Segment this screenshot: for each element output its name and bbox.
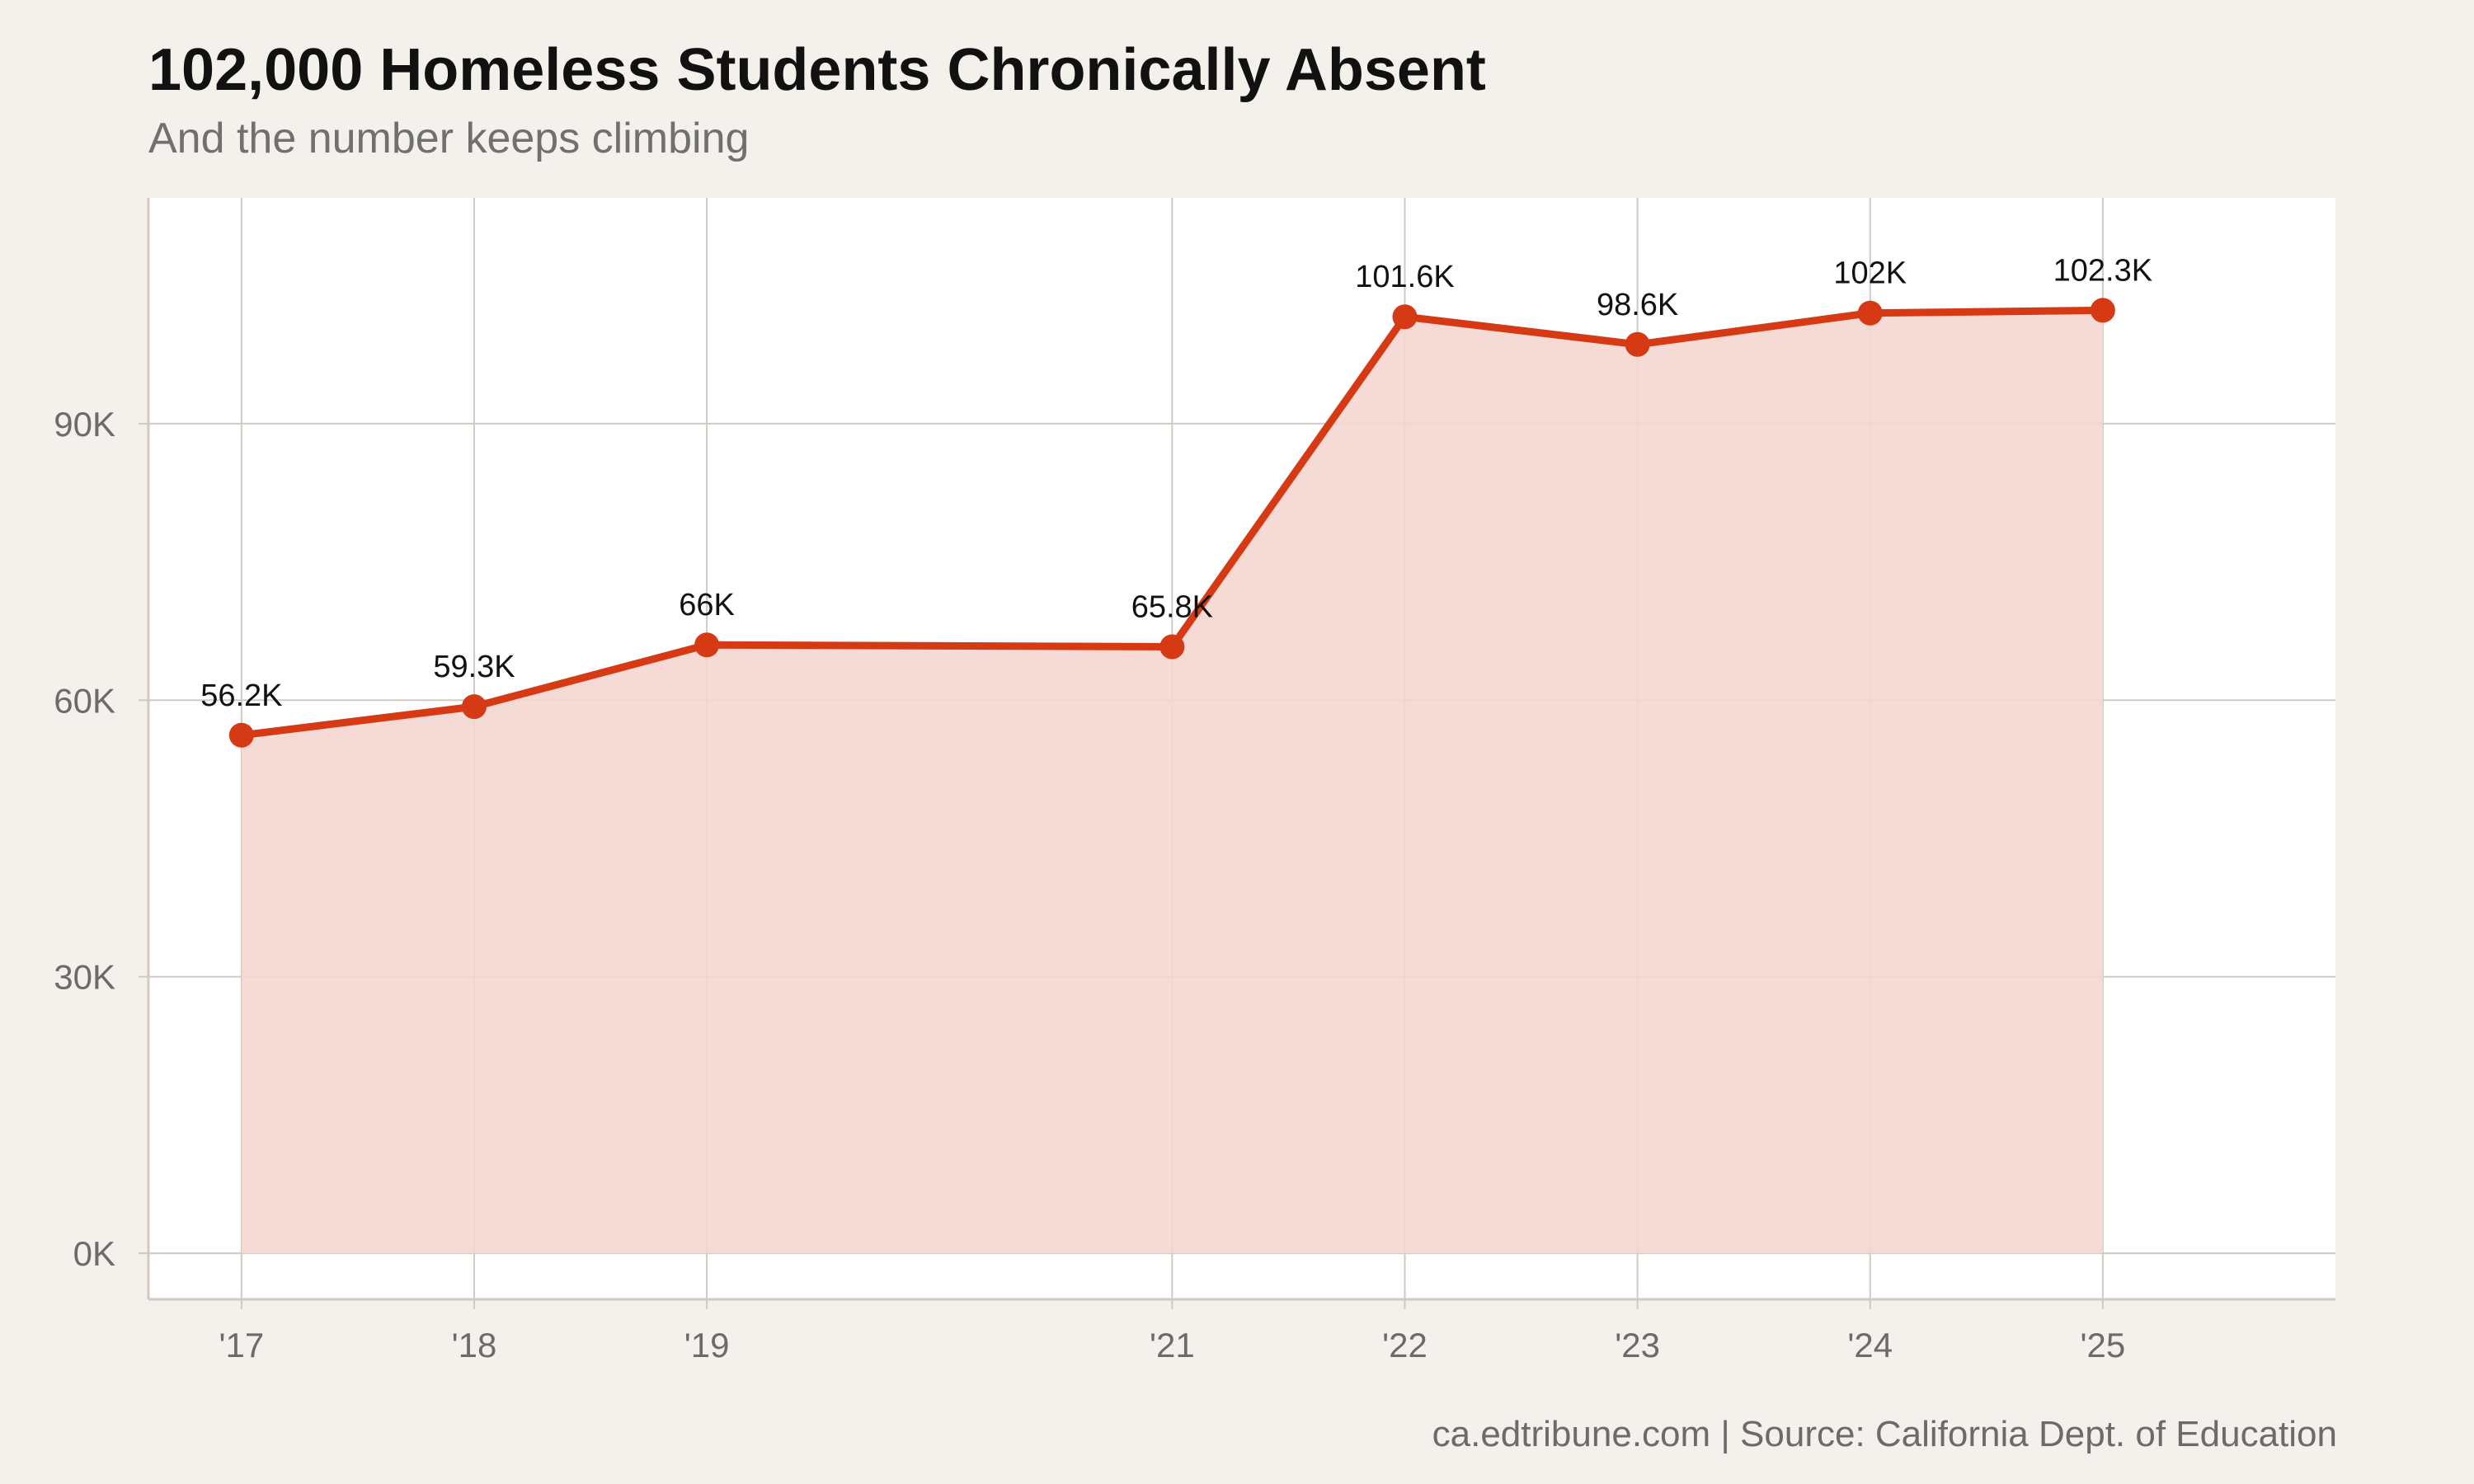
x-tick-label: '24	[1847, 1326, 1893, 1364]
data-label: 65.8K	[1131, 589, 1213, 624]
data-point	[694, 632, 720, 658]
data-label: 102K	[1833, 256, 1907, 291]
y-tick-label: 0K	[73, 1234, 115, 1273]
data-label: 66K	[679, 588, 735, 622]
data-label: 102.3K	[2053, 253, 2152, 288]
data-point	[2090, 298, 2115, 323]
data-labels: 56.2K 59.3K 66K 65.8K 101.6K 98.6K 102K 102.3K	[200, 253, 2152, 712]
x-axis: '17 '18 '19 '21 '22 '23 '24 '25	[219, 1299, 2125, 1364]
data-label: 101.6K	[1355, 260, 1454, 294]
y-tick-label: 90K	[54, 405, 115, 444]
x-tick-label: '22	[1382, 1326, 1427, 1364]
x-tick-label: '17	[219, 1326, 264, 1364]
chart-title: 102,000 Homeless Students Chronically Ab…	[148, 37, 1486, 103]
area-fill	[241, 310, 2103, 1254]
data-point	[1159, 634, 1185, 660]
data-point	[1392, 304, 1418, 330]
data-points	[228, 298, 2115, 748]
data-point	[228, 722, 254, 748]
data-point	[1625, 331, 1650, 357]
y-tick-label: 30K	[54, 958, 115, 997]
x-tick-label: '23	[1615, 1326, 1660, 1364]
data-point	[1857, 300, 1883, 326]
series-line	[241, 306, 2103, 740]
source-caption: ca.edtribune.com | Source: California De…	[1432, 1414, 2337, 1454]
data-label: 98.6K	[1597, 288, 1678, 322]
data-point	[461, 694, 487, 720]
data-label: 56.2K	[200, 679, 282, 713]
chart-subtitle: And the number keeps climbing	[148, 115, 750, 162]
x-tick-label: '18	[452, 1326, 497, 1364]
y-tick-label: 60K	[54, 681, 115, 720]
y-axis: 0K 30K 60K 90K	[54, 405, 148, 1273]
data-label: 59.3K	[433, 650, 515, 684]
x-tick-label: '25	[2080, 1326, 2125, 1364]
x-tick-label: '19	[684, 1326, 730, 1364]
x-tick-label: '21	[1150, 1326, 1195, 1364]
